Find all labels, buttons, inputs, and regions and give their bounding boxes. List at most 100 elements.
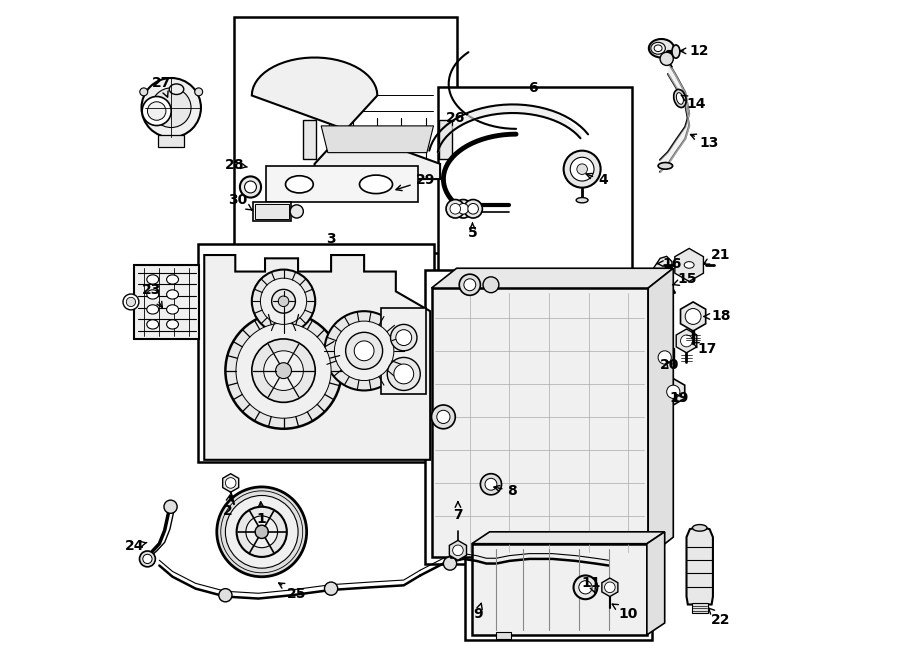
- Circle shape: [346, 332, 382, 369]
- Circle shape: [245, 181, 256, 193]
- Ellipse shape: [576, 197, 588, 203]
- Circle shape: [264, 351, 303, 391]
- Text: 5: 5: [468, 223, 477, 240]
- Bar: [255, 204, 290, 218]
- Circle shape: [217, 487, 307, 577]
- Circle shape: [577, 164, 588, 174]
- Ellipse shape: [147, 275, 158, 284]
- Bar: [302, 120, 316, 160]
- Bar: [381, 308, 426, 394]
- Polygon shape: [431, 288, 648, 557]
- Text: 15: 15: [672, 273, 698, 287]
- Ellipse shape: [651, 42, 665, 54]
- Polygon shape: [252, 58, 440, 179]
- Polygon shape: [647, 532, 665, 635]
- Circle shape: [485, 479, 497, 490]
- Circle shape: [464, 279, 476, 291]
- Bar: [253, 202, 292, 220]
- Ellipse shape: [692, 524, 707, 531]
- Circle shape: [219, 589, 232, 602]
- Text: 29: 29: [396, 173, 435, 191]
- Circle shape: [325, 582, 338, 595]
- Text: 12: 12: [680, 44, 708, 58]
- Bar: [425, 269, 650, 563]
- Polygon shape: [648, 268, 673, 557]
- Circle shape: [483, 277, 499, 293]
- Polygon shape: [431, 268, 673, 288]
- Circle shape: [272, 289, 295, 313]
- Bar: [565, 542, 650, 628]
- Bar: [266, 166, 418, 202]
- Circle shape: [459, 274, 481, 295]
- Bar: [465, 538, 652, 640]
- Circle shape: [194, 88, 202, 96]
- Text: 3: 3: [327, 232, 336, 246]
- Circle shape: [167, 136, 176, 144]
- Ellipse shape: [359, 175, 392, 193]
- Circle shape: [164, 500, 177, 513]
- Bar: [158, 136, 184, 148]
- Ellipse shape: [147, 290, 158, 299]
- Circle shape: [355, 341, 374, 361]
- Circle shape: [391, 324, 417, 351]
- Text: 10: 10: [612, 604, 638, 621]
- Circle shape: [140, 88, 148, 96]
- Text: 20: 20: [660, 358, 680, 372]
- Text: 26: 26: [446, 111, 465, 125]
- Text: 18: 18: [704, 309, 731, 324]
- Circle shape: [225, 478, 236, 489]
- Circle shape: [140, 551, 156, 567]
- Text: 22: 22: [708, 608, 731, 628]
- Ellipse shape: [166, 320, 178, 329]
- Polygon shape: [687, 526, 713, 604]
- Circle shape: [605, 582, 616, 592]
- Ellipse shape: [658, 163, 672, 169]
- Polygon shape: [472, 544, 647, 635]
- Circle shape: [444, 557, 456, 570]
- Ellipse shape: [672, 45, 680, 58]
- Circle shape: [225, 495, 298, 568]
- Circle shape: [290, 205, 303, 218]
- Circle shape: [685, 308, 701, 324]
- Circle shape: [225, 312, 342, 429]
- Bar: [439, 120, 452, 160]
- Circle shape: [148, 102, 166, 120]
- Circle shape: [240, 176, 261, 197]
- Text: 28: 28: [225, 158, 248, 171]
- Circle shape: [563, 151, 600, 187]
- Circle shape: [680, 335, 692, 347]
- Circle shape: [252, 269, 315, 333]
- Circle shape: [660, 52, 673, 66]
- Text: 9: 9: [473, 603, 482, 621]
- Polygon shape: [472, 532, 665, 544]
- Circle shape: [260, 278, 307, 324]
- Circle shape: [278, 296, 289, 307]
- Circle shape: [446, 199, 464, 218]
- Circle shape: [123, 294, 139, 310]
- Circle shape: [450, 203, 461, 214]
- Text: 24: 24: [124, 539, 147, 553]
- Bar: [198, 244, 434, 462]
- Circle shape: [252, 339, 315, 402]
- Circle shape: [579, 581, 592, 594]
- Text: 25: 25: [279, 583, 307, 601]
- Circle shape: [431, 405, 455, 429]
- Circle shape: [335, 321, 394, 381]
- Text: 1: 1: [256, 502, 266, 526]
- Circle shape: [454, 199, 473, 218]
- Text: 23: 23: [141, 283, 162, 308]
- Circle shape: [387, 357, 420, 391]
- Circle shape: [464, 199, 482, 218]
- Circle shape: [237, 506, 287, 557]
- Circle shape: [255, 525, 268, 538]
- Bar: [692, 603, 707, 613]
- Ellipse shape: [285, 175, 313, 193]
- Circle shape: [458, 203, 469, 214]
- Ellipse shape: [166, 305, 178, 314]
- Text: 13: 13: [690, 134, 719, 150]
- Ellipse shape: [684, 261, 694, 268]
- Text: 8: 8: [494, 484, 518, 498]
- Circle shape: [468, 203, 479, 214]
- Circle shape: [658, 351, 671, 364]
- Ellipse shape: [654, 45, 662, 52]
